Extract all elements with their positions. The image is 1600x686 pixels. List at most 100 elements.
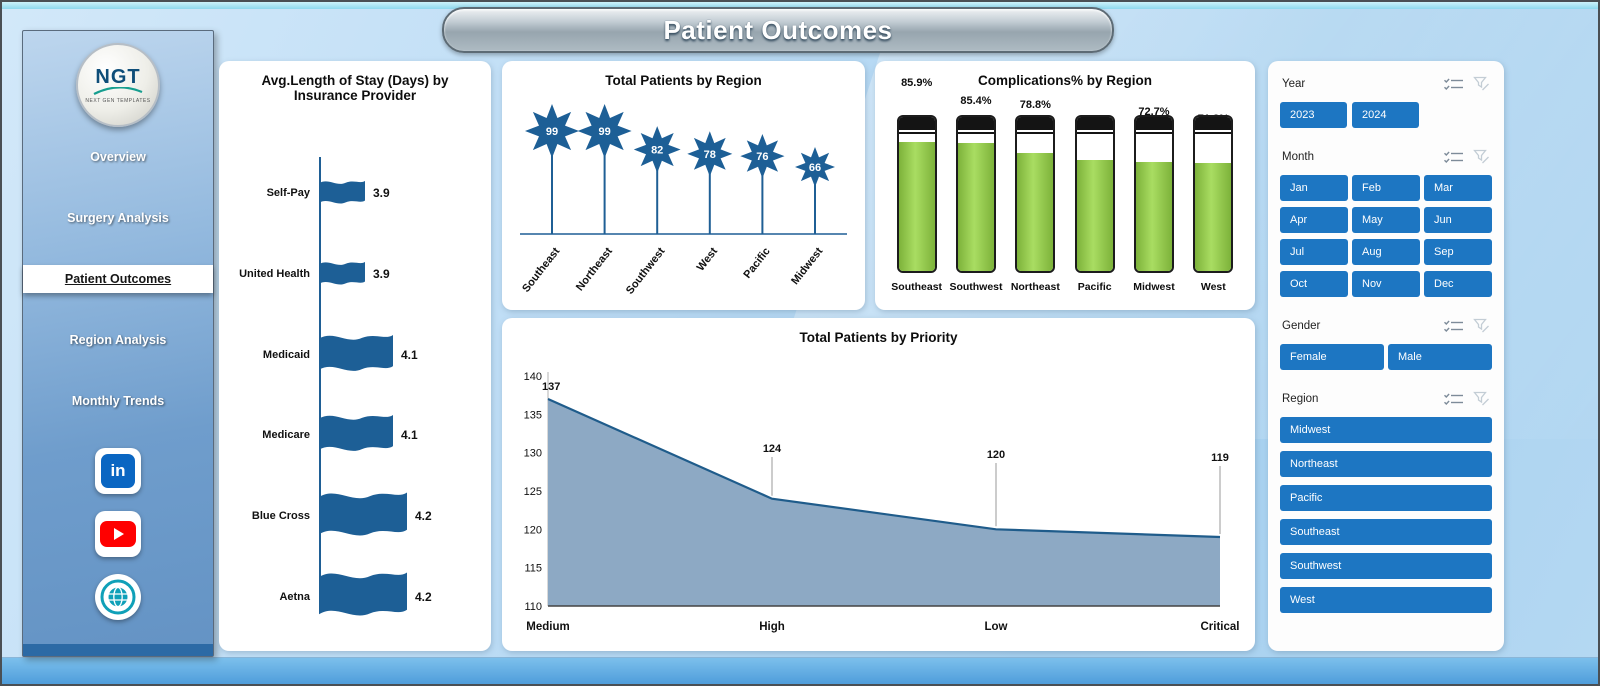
filter-header: Gender: [1280, 316, 1492, 334]
filter-option-southwest[interactable]: Southwest: [1280, 553, 1492, 579]
filter-option-southeast[interactable]: Southeast: [1280, 519, 1492, 545]
sidebar-item-region-analysis[interactable]: Region Analysis: [69, 333, 167, 347]
value-label: 76: [756, 151, 768, 163]
category-label: Medicaid: [262, 348, 310, 361]
battery-column: 71.8%West: [1184, 73, 1243, 305]
star-marker[interactable]: [740, 134, 785, 179]
linkedin-icon[interactable]: in: [95, 448, 141, 494]
battery-column: 78.8% Northeast: [1006, 73, 1065, 305]
category-label: Southeast: [891, 281, 943, 293]
star-chart: 99 Southeast 99 Northeast 82 Southwest 78 West 7…: [520, 104, 847, 297]
filter-option-dec[interactable]: Dec: [1424, 271, 1492, 297]
logo-text: NGT: [95, 65, 141, 88]
filter-label-gender: Gender: [1282, 320, 1321, 332]
select-all-icon[interactable]: [1443, 319, 1464, 334]
star-marker[interactable]: [687, 131, 733, 177]
sidebar-item-patient-outcomes[interactable]: Patient Outcomes: [23, 265, 213, 293]
filter-option-female[interactable]: Female: [1280, 344, 1384, 370]
battery-fill: [898, 142, 935, 271]
filter-option-may[interactable]: May: [1352, 207, 1420, 233]
battery-column: 85.9% Southeast: [887, 73, 946, 305]
filter-option-jun[interactable]: Jun: [1424, 207, 1492, 233]
filter-option-male[interactable]: Male: [1388, 344, 1492, 370]
flag-bar[interactable]: [319, 332, 393, 378]
value-label: 119: [1211, 452, 1229, 464]
area-line: [547, 397, 1221, 539]
filter-option-midwest[interactable]: Midwest: [1280, 417, 1492, 443]
star-marker[interactable]: [525, 104, 579, 158]
category-label: Southwest: [949, 281, 1003, 293]
filter-option-jan[interactable]: Jan: [1280, 175, 1348, 201]
select-all-icon[interactable]: [1443, 150, 1464, 165]
star-marker[interactable]: [633, 126, 681, 173]
battery-gauge[interactable]: [1074, 115, 1115, 273]
category-label: Northeast: [574, 245, 615, 293]
flag-row: Self-Pay 3.9: [227, 153, 485, 234]
select-all-icon[interactable]: [1443, 392, 1464, 407]
battery-gauge[interactable]: [1015, 115, 1056, 273]
value-label: 124: [763, 443, 782, 455]
filter-option-northeast[interactable]: Northeast: [1280, 451, 1492, 477]
youtube-glyph: [100, 521, 136, 547]
category-label: West: [1200, 281, 1226, 293]
flag-bar[interactable]: [319, 260, 365, 289]
clear-filter-icon[interactable]: [1473, 391, 1490, 407]
battery-cap: [1076, 117, 1113, 134]
filter-header-icons: [1443, 76, 1490, 92]
clear-filter-icon[interactable]: [1473, 318, 1490, 334]
category-label: High: [759, 621, 785, 633]
page-title-text: Patient Outcomes: [663, 14, 893, 45]
filter-option-aug[interactable]: Aug: [1352, 239, 1420, 265]
filter-option-sep[interactable]: Sep: [1424, 239, 1492, 265]
value-label: 137: [542, 381, 560, 393]
flag-bar[interactable]: [319, 179, 365, 208]
flag-chart: Self-Pay 3.9 United Health 3.9 Medicaid 4.1 Me…: [227, 153, 485, 637]
filter-option-nov[interactable]: Nov: [1352, 271, 1420, 297]
filter-option-apr[interactable]: Apr: [1280, 207, 1348, 233]
battery-gauge[interactable]: [1133, 115, 1174, 273]
battery-gauge[interactable]: [955, 115, 996, 273]
flag-bar[interactable]: [319, 489, 407, 544]
battery-gauge[interactable]: [896, 115, 937, 273]
category-label: Southeast: [520, 245, 562, 295]
sidebar-item-surgery-analysis[interactable]: Surgery Analysis: [67, 211, 169, 225]
filter-option-oct[interactable]: Oct: [1280, 271, 1348, 297]
filter-option-pacific[interactable]: Pacific: [1280, 485, 1492, 511]
battery-cap: [1195, 117, 1232, 134]
filter-option-feb[interactable]: Feb: [1352, 175, 1420, 201]
filter-option-west[interactable]: West: [1280, 587, 1492, 613]
sidebar-item-monthly-trends[interactable]: Monthly Trends: [71, 394, 165, 408]
top-strip: [2, 2, 1598, 9]
star-marker[interactable]: [795, 147, 835, 187]
globe-glyph: [100, 579, 136, 615]
battery-gauge[interactable]: [1193, 115, 1234, 273]
y-tick-label: 110: [524, 601, 542, 613]
star-marker[interactable]: [577, 104, 632, 158]
clear-filter-icon[interactable]: [1473, 76, 1490, 92]
flag-row: Blue Cross 4.2: [227, 476, 485, 557]
sidebar-item-overview[interactable]: Overview: [90, 150, 146, 164]
filter-option-mar[interactable]: Mar: [1424, 175, 1492, 201]
flag-bar[interactable]: [319, 569, 407, 624]
clear-filter-icon[interactable]: [1473, 149, 1490, 165]
filter-option-2024[interactable]: 2024: [1352, 102, 1419, 128]
filter-header-icons: [1443, 149, 1490, 165]
globe-icon[interactable]: [95, 574, 141, 620]
value-label: 4.2: [415, 509, 432, 524]
select-all-icon[interactable]: [1443, 77, 1464, 92]
flag-bar[interactable]: [319, 412, 393, 458]
filter-option-jul[interactable]: Jul: [1280, 239, 1348, 265]
youtube-icon[interactable]: [95, 511, 141, 557]
category-label: Blue Cross: [251, 510, 310, 523]
filter-option-2023[interactable]: 2023: [1280, 102, 1347, 128]
value-label: 3.9: [373, 186, 390, 201]
chart-title: Complications% by Region: [977, 73, 1152, 88]
filter-section-year: Year 2023 2024: [1280, 74, 1492, 128]
chart-title: Total Patients by Region: [605, 73, 762, 88]
logo-subtext: NEXT GEN TEMPLATES: [85, 97, 151, 104]
app-logo: NGT NEXT GEN TEMPLATES: [76, 43, 160, 127]
battery-fill: [1017, 153, 1054, 271]
filter-options: 2023 2024: [1280, 102, 1492, 128]
category-label: Pacific: [741, 245, 772, 280]
area-fill[interactable]: [548, 399, 1220, 606]
